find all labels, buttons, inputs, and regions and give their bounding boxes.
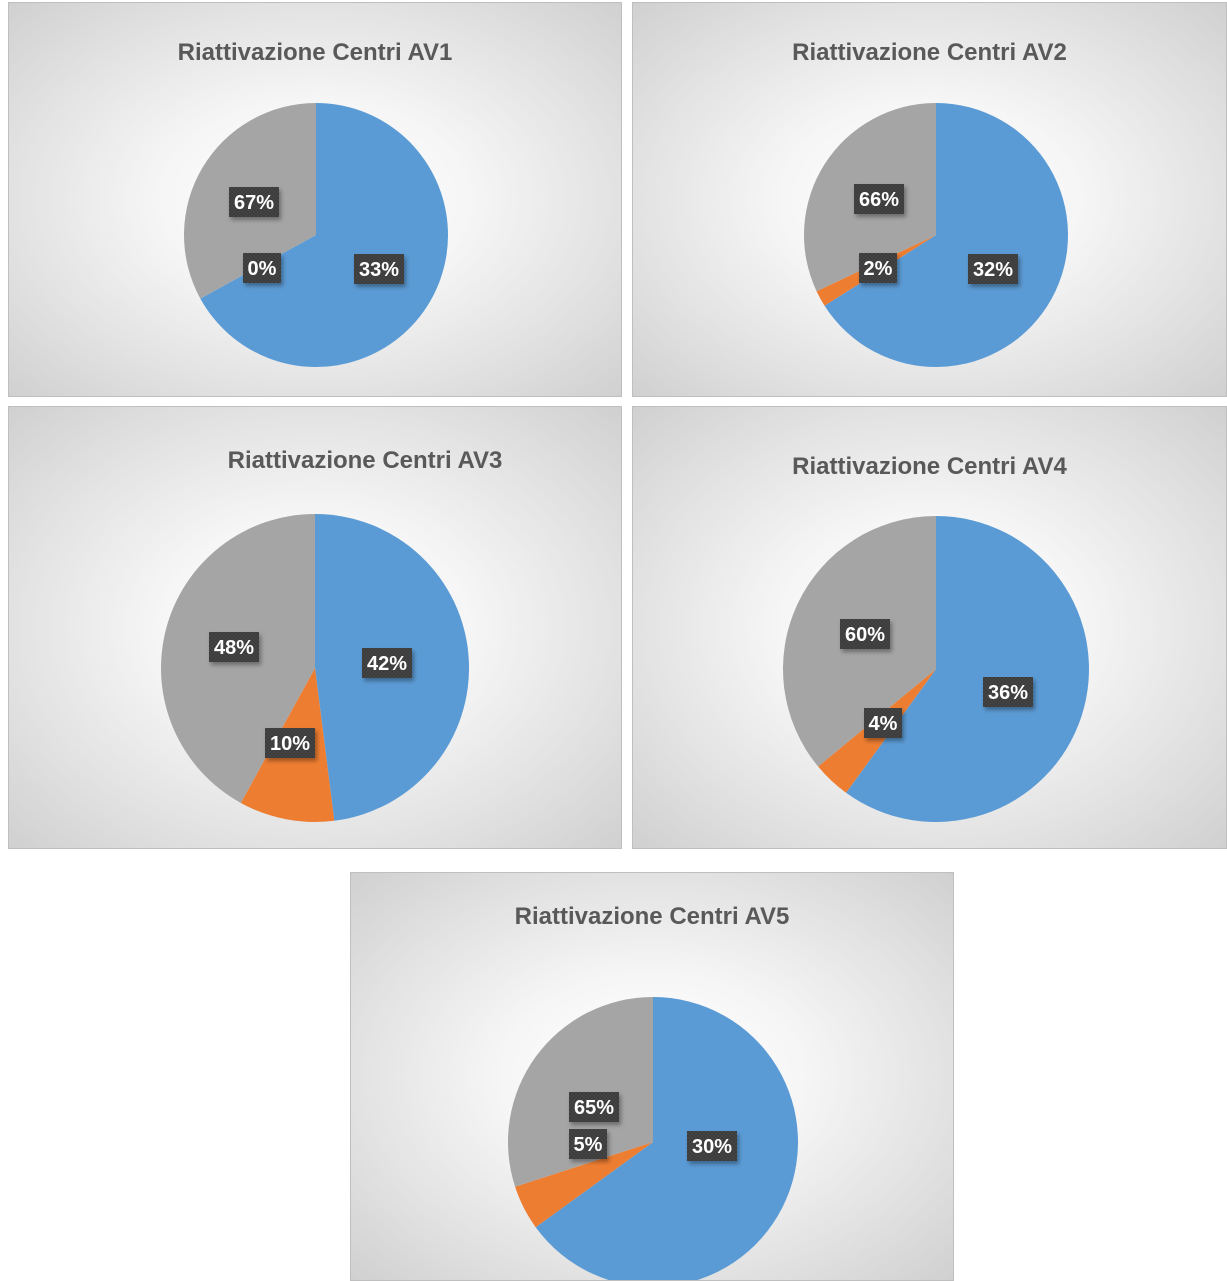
data-label-text: 36% — [988, 682, 1028, 704]
data-label-box — [569, 1129, 607, 1159]
data-label-1: 67% — [229, 187, 279, 217]
data-label-2: 2% — [859, 253, 897, 283]
pie-chart-av5: 65% 5% 30% — [508, 997, 798, 1280]
data-label-box — [968, 254, 1018, 284]
data-label-text: 0% — [248, 258, 277, 280]
pie-slice-3 — [508, 997, 653, 1187]
data-label-box — [354, 254, 404, 284]
chart-panel-av5: Riattivazione Centri AV5 65% 5% 30% — [350, 872, 954, 1281]
data-label-3: 30% — [687, 1131, 737, 1161]
pie-chart-av3: 48% 10% 42% — [161, 514, 470, 823]
data-label-box — [362, 648, 412, 678]
chart-title: Riattivazione Centri AV4 — [792, 453, 1067, 480]
data-label-text: 65% — [574, 1097, 614, 1119]
chart-title: Riattivazione Centri AV1 — [177, 39, 453, 66]
data-label-box — [229, 187, 279, 217]
data-label-2: 4% — [864, 708, 902, 738]
data-label-text: 2% — [864, 258, 893, 280]
data-label-box — [209, 632, 259, 662]
data-label-box — [687, 1131, 737, 1161]
data-label-text: 48% — [214, 637, 254, 659]
pie-slice-2 — [515, 1142, 653, 1228]
data-label-text: 5% — [574, 1134, 603, 1156]
data-label-1: 60% — [840, 619, 890, 649]
data-label-text: 10% — [270, 733, 310, 755]
data-label-text: 67% — [234, 192, 274, 214]
data-label-text: 42% — [367, 653, 407, 675]
data-label-3: 36% — [983, 677, 1033, 707]
data-label-2: 0% — [243, 253, 281, 283]
pie-slice-1 — [535, 997, 798, 1280]
pie-chart-av4: 60% 4% 36% — [782, 516, 1090, 822]
data-label-box — [859, 253, 897, 283]
data-label-text: 33% — [359, 259, 399, 281]
data-label-3: 32% — [968, 254, 1018, 284]
data-label-box — [243, 253, 281, 283]
data-label-box — [983, 677, 1033, 707]
pie-chart-av1: 67% 0% 33% — [184, 103, 449, 367]
data-label-box — [265, 728, 315, 758]
data-label-text: 4% — [869, 713, 898, 735]
chart-panel-av3: Riattivazione Centri AV3 48% 10% 42% — [8, 406, 622, 849]
data-label-text: 32% — [973, 259, 1013, 281]
chart-panel-av4: Riattivazione Centri AV4 60% 4% 36% — [632, 406, 1227, 849]
data-label-box — [854, 184, 904, 214]
chart-panel-av2: Riattivazione Centri AV2 66% 2% 32% — [632, 2, 1227, 397]
pie-slice-1 — [824, 103, 1069, 367]
pie-chart-av2: 66% 2% 32% — [803, 103, 1069, 367]
data-label-2: 5% — [569, 1129, 607, 1159]
pie-slice-1 — [200, 103, 449, 367]
pie-slice-1 — [846, 516, 1090, 822]
data-label-1: 48% — [209, 632, 259, 662]
data-label-text: 60% — [845, 624, 885, 646]
data-label-text: 30% — [692, 1136, 732, 1158]
data-label-3: 42% — [362, 648, 412, 678]
chart-title: Riattivazione Centri AV2 — [792, 39, 1067, 66]
data-label-1: 65% — [569, 1092, 619, 1122]
data-label-text: 66% — [859, 189, 899, 211]
data-label-1: 66% — [854, 184, 904, 214]
data-label-box — [569, 1092, 619, 1122]
data-label-box — [840, 619, 890, 649]
data-label-box — [864, 708, 902, 738]
chart-title: Riattivazione Centri AV5 — [514, 903, 790, 930]
data-label-2: 10% — [265, 728, 315, 758]
chart-title: Riattivazione Centri AV3 — [227, 447, 503, 474]
chart-panel-av1: Riattivazione Centri AV1 67% 0% 33% — [8, 2, 622, 397]
data-label-3: 33% — [354, 254, 404, 284]
